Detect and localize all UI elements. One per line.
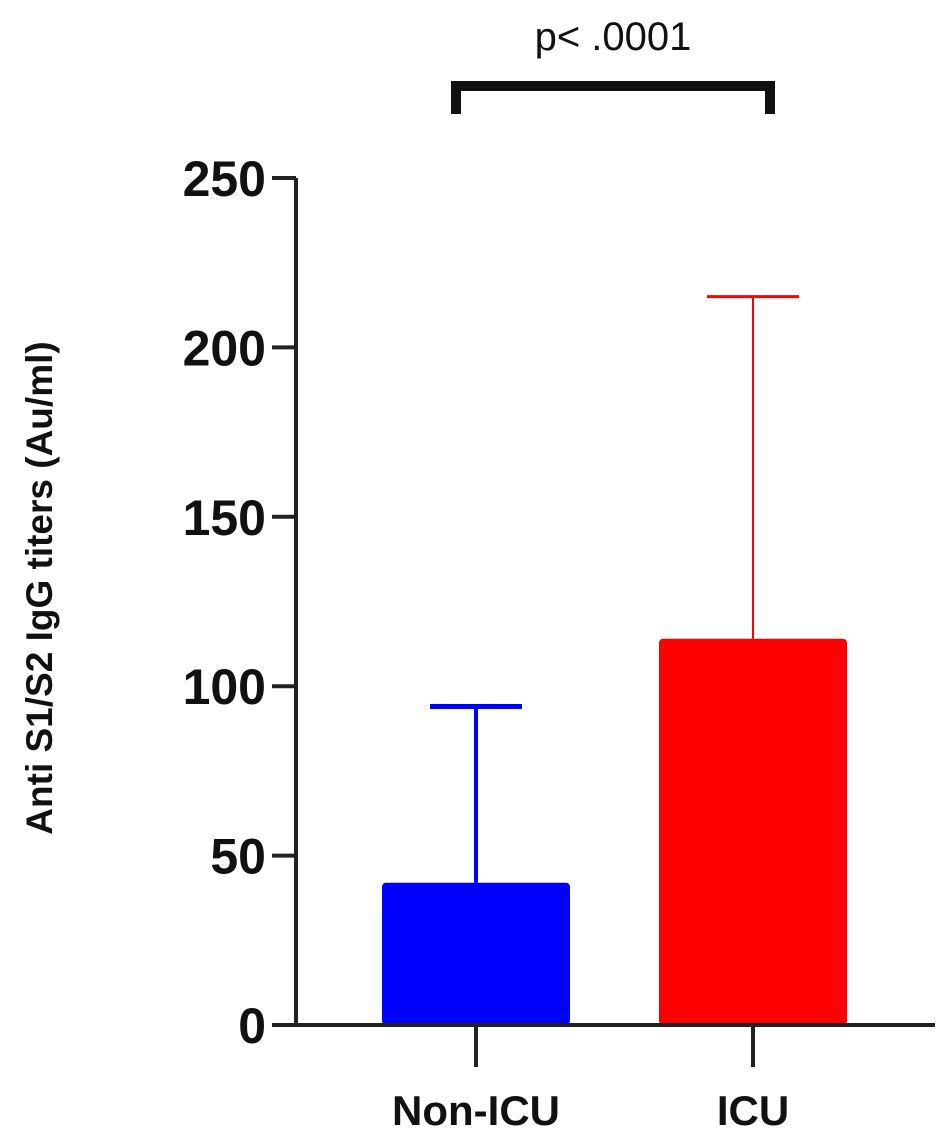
x-tick-label: Non-ICU [392,1087,560,1134]
y-tick-label: 200 [183,320,266,376]
axes-layer [294,178,935,1027]
error-bars-layer [430,295,799,883]
y-axis-title: Anti S1/S2 IgG titers (Au/ml) [19,341,60,834]
y-tick-label: 0 [238,998,266,1054]
x-ticks-layer: Non-ICU ICU [392,1025,789,1134]
bars-layer [382,638,847,1025]
bar-icu [659,638,847,1025]
p-value-label: p< .0001 [535,15,692,59]
y-tick-label: 250 [183,151,266,207]
bracket-line [451,81,775,114]
y-tick-label: 150 [183,490,266,546]
bar-non-icu [382,882,570,1025]
x-tick-label: ICU [717,1087,789,1134]
y-ticks-layer: 0 50 100 150 200 250 [183,151,296,1054]
y-tick-label: 50 [210,829,266,885]
significance-bracket: p< .0001 [451,15,775,114]
y-tick-label: 100 [183,659,266,715]
